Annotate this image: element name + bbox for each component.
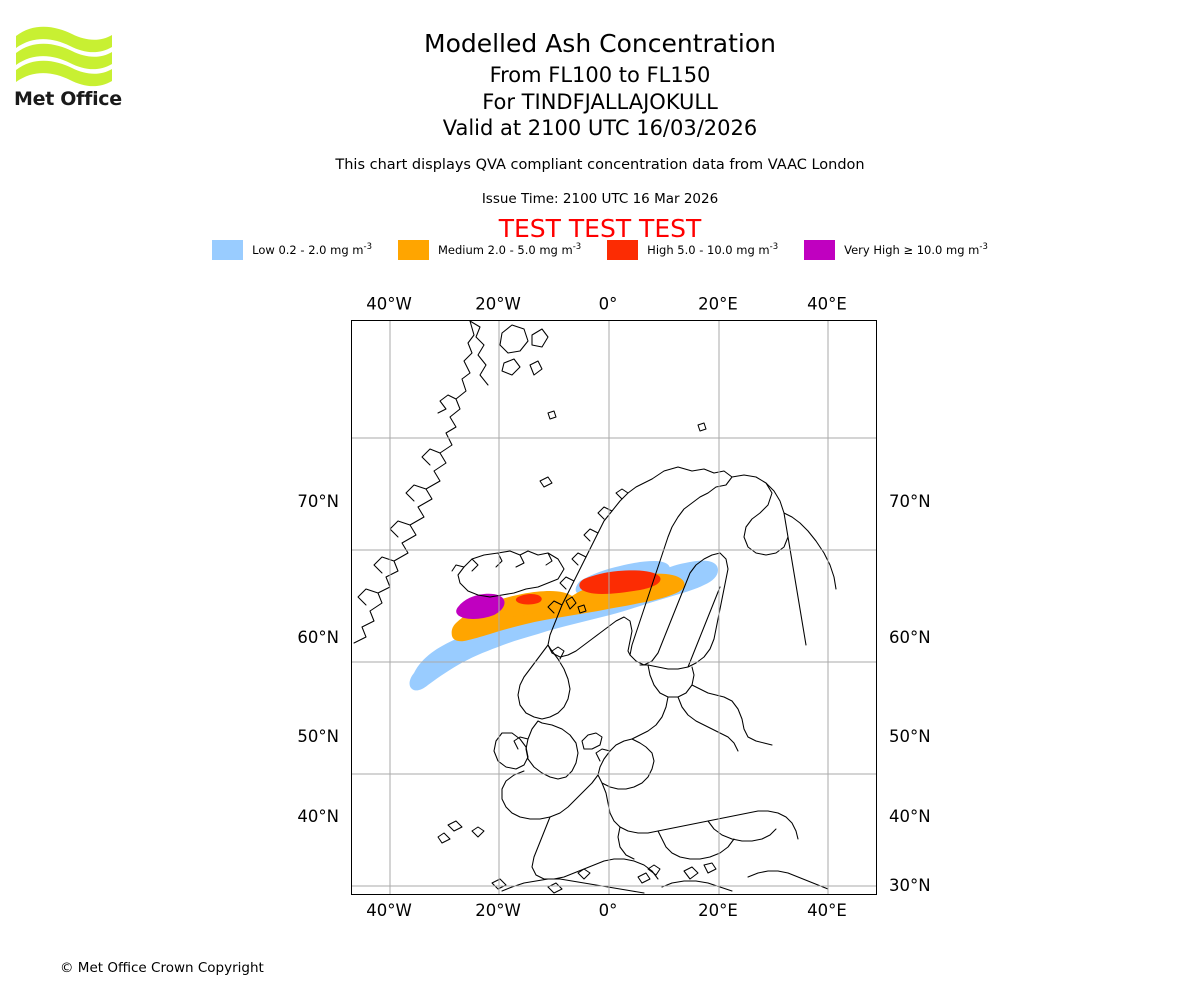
lat-label-left-40n: 40°N — [297, 806, 339, 826]
legend-swatch-high — [607, 240, 639, 260]
legend-entry-very-high: Very High ≥ 10.0 mg m-3 — [804, 240, 988, 260]
legend-entry-medium: Medium 2.0 - 5.0 mg m-3 — [397, 240, 582, 260]
concentration-legend: Low 0.2 - 2.0 mg m-3 Medium 2.0 - 5.0 mg… — [0, 240, 1200, 260]
issue-time: Issue Time: 2100 UTC 16 Mar 2026 — [481, 191, 719, 207]
legend-label-medium: Medium 2.0 - 5.0 mg m-3 — [437, 242, 582, 258]
map-gridlines — [352, 321, 876, 894]
coastlines — [353, 321, 837, 894]
lon-label-bottom-0: 0° — [598, 901, 618, 920]
volcano-name: For TINDFJALLAJOKULL — [482, 90, 718, 114]
map-frame — [351, 320, 877, 895]
lon-label-bottom-40e: 40°E — [807, 901, 847, 920]
lon-label-top-20e: 20°E — [698, 294, 738, 314]
lon-label-bottom-20w: 20°W — [475, 901, 521, 920]
ash-layer-very-high — [456, 593, 505, 619]
lat-label-right-40n: 40°N — [889, 806, 931, 826]
legend-swatch-low — [212, 240, 244, 260]
lat-label-right-50n: 50°N — [889, 726, 931, 746]
lat-label-left-60n: 60°N — [297, 627, 339, 647]
legend-entry-high: High 5.0 - 10.0 mg m-3 — [607, 240, 778, 260]
chart-title: Modelled Ash Concentration — [424, 29, 776, 58]
flight-level-range: From FL100 to FL150 — [489, 63, 711, 87]
lon-label-bottom-20e: 20°E — [698, 901, 738, 920]
legend-label-very-high: Very High ≥ 10.0 mg m-3 — [844, 242, 988, 258]
legend-swatch-very-high — [804, 240, 836, 260]
valid-time: Valid at 2100 UTC 16/03/2026 — [442, 116, 758, 140]
legend-swatch-medium — [397, 240, 429, 260]
lat-label-right-60n: 60°N — [889, 627, 931, 647]
lat-label-left-50n: 50°N — [297, 726, 339, 746]
lon-label-top-40e: 40°E — [807, 294, 847, 314]
lat-label-left-70n: 70°N — [297, 491, 339, 511]
lat-label-right-70n: 70°N — [889, 491, 931, 511]
lat-label-right-30n: 30°N — [889, 875, 931, 895]
qva-note: This chart displays QVA compliant concen… — [335, 157, 865, 173]
ash-layer-high — [515, 570, 661, 605]
met-office-logo: Met Office — [14, 22, 134, 114]
lon-label-top-40w: 40°W — [366, 294, 412, 314]
test-banner: TEST TEST TEST — [498, 214, 702, 243]
met-office-wordmark: Met Office — [14, 88, 122, 110]
lon-label-top-20w: 20°W — [475, 294, 521, 314]
copyright-notice: © Met Office Crown Copyright — [60, 960, 264, 976]
map-canvas — [352, 321, 876, 894]
lon-label-bottom-40w: 40°W — [366, 901, 412, 920]
map-container: 40°W 20°W 0° 20°E 40°E 40°W 20°W 0° 20°E… — [297, 296, 930, 919]
legend-label-low: Low 0.2 - 2.0 mg m-3 — [252, 242, 372, 258]
lon-label-top-0: 0° — [598, 294, 618, 314]
met-office-waves-icon — [16, 26, 112, 87]
legend-label-high: High 5.0 - 10.0 mg m-3 — [647, 242, 779, 258]
legend-entry-low: Low 0.2 - 2.0 mg m-3 — [212, 240, 372, 260]
